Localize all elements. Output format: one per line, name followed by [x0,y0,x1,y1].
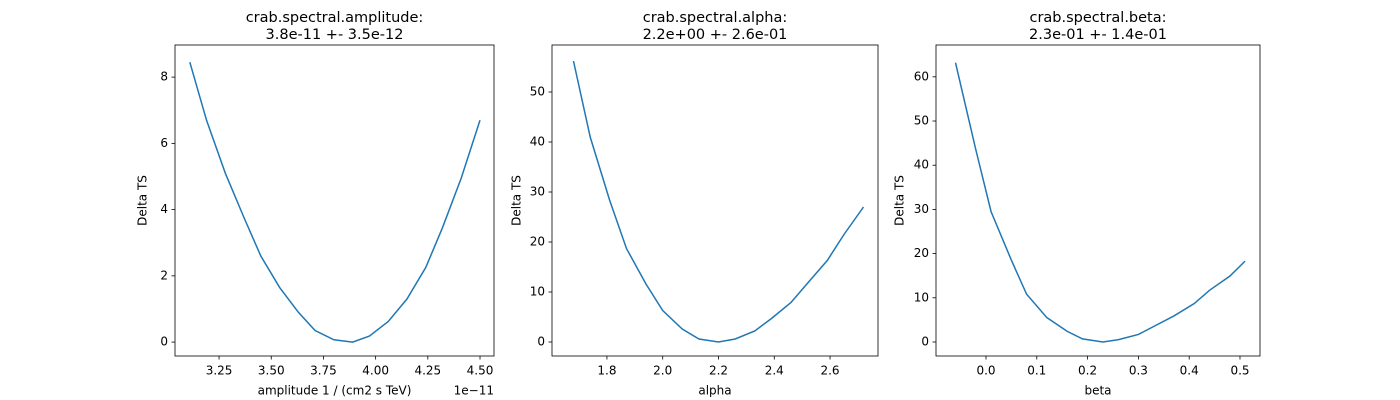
x-offset-label: 1e−11 [454,384,494,398]
y-axis-label: Delta TS [893,175,907,226]
y-tick-label: 50 [530,85,545,99]
y-axis-label: Delta TS [510,175,524,226]
x-tick-label: 2.0 [653,364,672,378]
x-tick-label: 1.8 [597,364,616,378]
y-tick-label: 6 [160,136,168,150]
axes-frame [551,44,879,357]
x-tick-label: 2.2 [709,364,728,378]
axes-frame [935,44,1261,357]
chart-subtitle: 2.2e+00 +- 2.6e-01 [643,27,788,43]
y-tick-label: 50 [914,114,929,128]
x-tick-label: 0.4 [1180,364,1199,378]
x-axis-label: beta [1084,384,1111,398]
y-tick-label: 30 [530,185,545,199]
x-tick-label: 0.5 [1230,364,1249,378]
y-tick-label: 2 [160,268,168,282]
y-tick-label: 10 [914,290,929,304]
chart-subtitle: 3.8e-11 +- 3.5e-12 [266,27,404,43]
y-tick-label: 0 [160,335,168,349]
x-tick-label: 0.1 [1027,364,1046,378]
y-tick-label: 40 [914,158,929,172]
x-tick-label: 4.25 [414,364,441,378]
x-tick-label: 2.4 [765,364,784,378]
chart-title: crab.spectral.alpha: [643,10,788,26]
x-tick-label: 4.00 [362,364,389,378]
y-tick-label: 60 [914,69,929,83]
x-tick-label: 3.75 [310,364,337,378]
y-tick-label: 4 [160,202,168,216]
x-tick-label: 2.6 [820,364,839,378]
x-tick-label: 4.50 [467,364,494,378]
profile-line [572,60,865,343]
x-axis-label: alpha [698,384,731,398]
x-axis-label: amplitude 1 / (cm2 s TeV) [258,384,412,398]
profile-line [189,62,481,343]
x-tick-label: 3.25 [206,364,233,378]
x-tick-label: 3.50 [258,364,285,378]
y-tick-label: 10 [530,285,545,299]
chart-title: crab.spectral.beta: [1029,10,1166,26]
y-tick-label: 0 [921,334,929,348]
y-tick-label: 30 [914,202,929,216]
axes-frame [174,44,495,357]
chart-subtitle: 2.3e-01 +- 1.4e-01 [1029,27,1167,43]
x-tick-label: 0.3 [1129,364,1148,378]
y-tick-label: 0 [537,335,545,349]
y-axis-label: Delta TS [136,175,150,226]
x-tick-label: 0.0 [976,364,995,378]
y-tick-label: 40 [530,135,545,149]
profile-line [954,62,1246,343]
y-tick-label: 8 [160,70,168,84]
x-tick-label: 0.2 [1078,364,1097,378]
y-tick-label: 20 [530,235,545,249]
y-tick-label: 20 [914,246,929,260]
chart-title: crab.spectral.amplitude: [246,10,424,26]
